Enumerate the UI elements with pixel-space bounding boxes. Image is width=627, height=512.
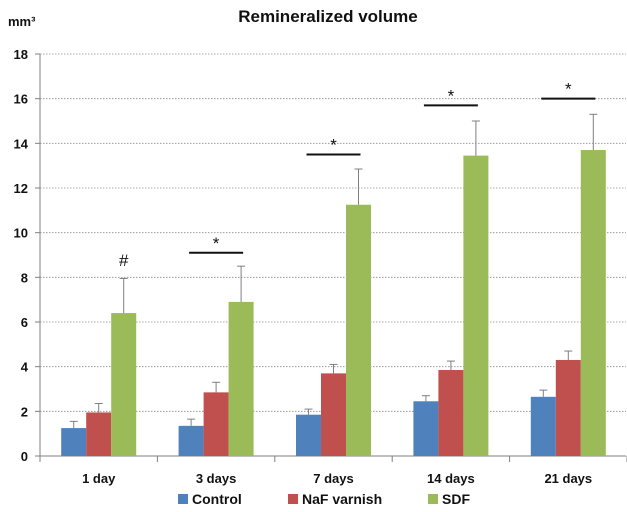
significance-annotations: # * * * * [119,80,596,270]
bar-sdf [111,313,137,456]
legend-swatch [428,494,438,504]
bar-naf-varnish [321,373,346,456]
y-tick-label: 10 [14,226,28,241]
significance-symbol: # [119,251,129,270]
y-tick-label: 2 [21,404,28,419]
x-tick-label: 1 day [82,471,116,486]
legend-label: SDF [442,491,470,507]
legend: Control NaF varnish SDF [178,491,470,507]
bar-sdf [463,155,489,456]
axes: 0 2 4 6 8 10 12 14 16 18 1 day 3 days 7 days 14 days 2… [14,47,627,486]
bar-control [413,401,439,456]
bar-sdf [228,301,254,456]
y-tick-label: 14 [14,136,29,151]
bar-naf-varnish [86,412,112,456]
x-tick-label: 7 days [313,471,353,486]
legend-swatch [288,494,298,504]
significance-symbol: * [448,86,455,105]
x-tick-label: 14 days [427,471,475,486]
bar-naf-varnish [203,392,229,456]
bar-control [61,428,87,456]
y-tick-label: 6 [21,315,28,330]
bar-control [178,425,204,456]
chart-title: Remineralized volume [238,7,418,26]
legend-label: NaF varnish [302,491,382,507]
bar-naf-varnish [438,370,464,456]
legend-swatch [178,494,188,504]
y-tick-label: 8 [21,270,28,285]
error-bars [69,113,598,429]
bar-naf-varnish [555,359,581,456]
bar-sdf [346,204,371,456]
y-tick-label: 4 [21,360,29,375]
significance-symbol: * [213,234,220,253]
bar-control [296,414,321,456]
x-tick-label: 3 days [196,471,236,486]
legend-label: Control [192,491,242,507]
y-tick-label: 16 [14,92,28,107]
significance-symbol: * [565,80,572,99]
y-tick-label: 12 [14,181,28,196]
bar-sdf [580,150,606,457]
x-tick-label: 21 days [544,471,592,486]
significance-symbol: * [330,136,337,155]
bars [61,150,606,457]
y-axis-unit-label: mm³ [8,14,36,29]
y-tick-label: 0 [21,449,28,464]
y-tick-label: 18 [14,47,28,62]
bar-control [530,396,556,456]
